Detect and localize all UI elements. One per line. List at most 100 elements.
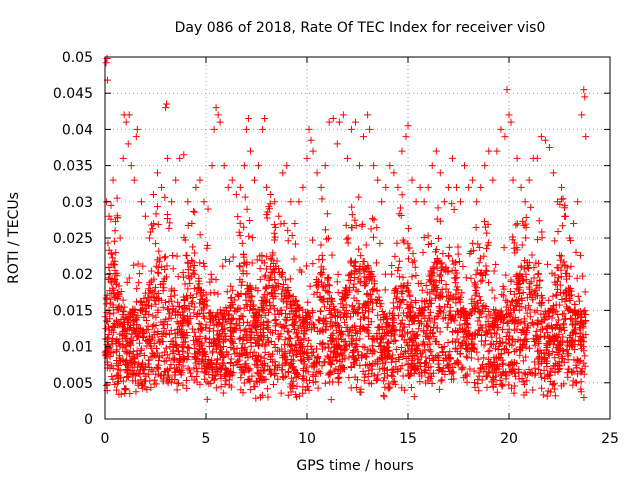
data-point-cloud — [137, 299, 145, 307]
data-point-cloud — [244, 375, 252, 383]
data-point-cloud — [425, 346, 433, 354]
data-point-cloud — [375, 293, 383, 301]
data-point-cloud — [476, 244, 484, 252]
data-point-cloud — [450, 274, 458, 282]
data-point-cloud — [337, 367, 345, 375]
data-point-cloud — [426, 308, 434, 316]
data-point-cloud — [130, 325, 138, 333]
data-point-cloud — [431, 319, 439, 327]
data-point-cloud — [373, 330, 381, 338]
data-point-cloud — [308, 352, 316, 360]
data-point-cloud — [404, 244, 412, 252]
data-point-cloud — [404, 240, 412, 248]
data-point-cloud — [381, 270, 389, 278]
data-point-cloud — [172, 334, 180, 342]
data-point-cloud — [190, 364, 198, 372]
data-point-cloud — [449, 257, 457, 265]
data-point-cloud — [556, 251, 564, 259]
data-point-cloud — [297, 348, 305, 356]
data-point-cloud — [263, 265, 271, 273]
data-point-cloud — [246, 334, 254, 342]
data-point-cloud — [351, 216, 359, 224]
data-point-cloud — [364, 327, 372, 335]
data-point-cloud — [472, 223, 480, 231]
data-point-cloud — [188, 325, 196, 333]
data-point-cloud — [175, 379, 183, 387]
data-point-cloud — [272, 282, 280, 290]
data-point-cloud — [234, 290, 242, 298]
data-point-cloud — [165, 314, 173, 322]
data-point-cloud — [435, 257, 443, 265]
data-point-cloud — [277, 220, 285, 228]
data-point-cloud — [263, 214, 271, 222]
data-point-cloud — [444, 319, 452, 327]
data-point-cloud — [310, 290, 318, 298]
data-point-cloud — [115, 290, 123, 298]
data-point-cloud — [261, 285, 269, 293]
data-point-cloud — [402, 348, 410, 356]
data-point-cloud — [353, 342, 361, 350]
data-point-cloud — [280, 219, 288, 227]
data-point-cloud — [480, 341, 488, 349]
data-point — [343, 154, 351, 162]
data-point-cloud — [110, 309, 118, 317]
data-point-cloud — [215, 336, 223, 344]
data-point — [513, 154, 521, 162]
data-point-cloud — [217, 364, 225, 372]
data-point-cloud — [274, 330, 282, 338]
x-axis-label: GPS time / hours — [296, 458, 413, 474]
data-point-cloud — [149, 312, 157, 320]
data-point — [378, 198, 386, 206]
data-point-cloud — [359, 343, 367, 351]
data-point — [457, 198, 465, 206]
data-point — [224, 183, 232, 191]
data-point-cloud — [245, 367, 253, 375]
data-point-cloud — [579, 272, 587, 280]
data-point-cloud — [218, 327, 226, 335]
data-point — [432, 147, 440, 155]
data-point-cloud — [219, 262, 227, 270]
data-point — [541, 136, 549, 144]
data-point-cloud — [286, 275, 294, 283]
data-point-cloud — [293, 351, 301, 359]
data-point-cloud — [411, 311, 419, 319]
data-point-cloud — [422, 366, 430, 374]
data-point-cloud — [155, 247, 163, 255]
data-point — [525, 176, 533, 184]
data-point-cloud — [510, 306, 518, 314]
data-point-cloud — [562, 270, 570, 278]
data-point-cloud — [139, 380, 147, 388]
data-point-cloud — [102, 350, 110, 358]
data-point-cloud — [508, 341, 516, 349]
data-point-cloud — [534, 236, 542, 244]
data-point-cloud — [184, 364, 192, 372]
data-point-cloud — [578, 310, 586, 318]
data-point-cloud — [433, 246, 441, 254]
data-point-cloud — [409, 258, 417, 266]
data-point-cloud — [113, 346, 121, 354]
data-point-cloud — [574, 311, 582, 319]
data-point-cloud — [251, 309, 259, 317]
data-point-cloud — [406, 292, 414, 300]
data-point-cloud — [405, 370, 413, 378]
data-point-cloud — [236, 232, 244, 240]
data-point-cloud — [360, 377, 368, 385]
data-point-cloud — [119, 344, 127, 352]
data-point — [473, 198, 481, 206]
data-point-cloud — [556, 281, 564, 289]
data-point-cloud — [319, 339, 327, 347]
data-point-cloud — [152, 321, 160, 329]
data-point-cloud — [531, 341, 539, 349]
data-point-cloud — [516, 318, 524, 326]
data-point-cloud — [557, 252, 565, 260]
data-point-cloud — [475, 259, 483, 267]
data-point-cloud — [115, 362, 123, 370]
data-point-cloud — [185, 275, 193, 283]
data-point-cloud — [557, 325, 565, 333]
data-point-cloud — [205, 343, 213, 351]
data-point-cloud — [503, 319, 511, 327]
data-point-cloud — [140, 370, 148, 378]
data-point-cloud — [561, 202, 569, 210]
data-point-cloud — [125, 274, 133, 282]
data-point-cloud — [104, 334, 112, 342]
